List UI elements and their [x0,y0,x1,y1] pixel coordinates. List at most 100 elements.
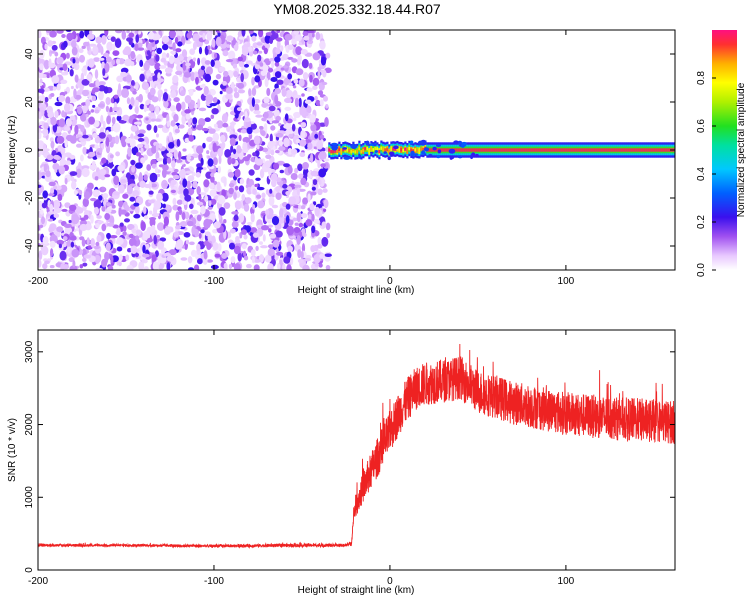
heatmap-cell [131,228,137,234]
heatmap-cell [87,110,91,115]
heatmap-cell [259,241,263,245]
heatmap-cell [149,217,156,227]
heatmap-cell [143,174,148,181]
heatmap-cell [116,75,124,83]
heatmap-cell [156,47,163,55]
heatmap-cell [244,63,249,68]
heatmap-cell [131,165,136,173]
heatmap-cell [228,187,234,195]
heatmap-cell [166,152,173,158]
heatmap-cell [302,197,309,205]
heatmap-cell [317,66,322,71]
heatmap-cell [79,30,85,39]
heatmap-cell [596,148,599,152]
heatmap-cell [406,149,409,153]
heatmap-cell [118,58,125,65]
heatmap-cell [306,30,315,34]
heatmap-cell [94,206,99,215]
heatmap-cell [370,147,373,151]
heatmap-cell [190,100,196,105]
heatmap-cell [155,143,159,153]
heatmap-cell [150,72,155,77]
heatmap-cell [293,227,301,233]
heatmap-cell [38,250,43,260]
heatmap-cell [572,148,575,152]
heatmap-cell [95,241,100,247]
heatmap-cell [143,266,149,270]
heatmap-cell [206,31,213,41]
heatmap-cell [204,60,211,65]
heatmap-cell [174,36,179,44]
heatmap-cell [302,31,309,37]
heatmap-cell [102,193,109,199]
heatmap-cell [508,148,511,152]
heatmap-cell [632,148,635,152]
heatmap-cell [49,265,55,269]
heatmap-cell [197,57,201,66]
heatmap-cell [334,149,337,153]
heatmap-cell [203,250,208,260]
heatmap-cell [315,99,321,106]
snr-y-ticks: 0 1000 2000 3000 [24,340,675,573]
heatmap-cell [227,171,235,178]
heatmap-cell [94,176,99,181]
heatmap-cell [183,232,191,238]
heatmap-cell [284,106,292,111]
heatmap-cell [330,150,333,154]
heatmap-cell [212,242,219,251]
heatmap-cell [96,215,102,219]
heatmap-cell [218,66,226,72]
heatmap-cell [296,57,301,66]
heatmap-cell [330,142,338,146]
heatmap-cell [86,33,95,40]
heatmap-cell [273,162,280,170]
heatmap-cell [70,241,75,248]
heatmap-cell [251,35,257,42]
heatmap-cell [114,135,120,145]
heatmap-cell [190,249,197,257]
heatmap-cell [56,83,61,91]
heatmap-cell [308,32,312,42]
heatmap-cell [294,184,302,189]
heatmap-cell [150,183,158,188]
heatmap-cell [168,55,175,64]
y-tick-label: 40 [24,48,35,60]
heatmap-cell [159,65,167,69]
heatmap-cell [188,134,194,142]
heatmap-cell [285,215,290,224]
heatmap-cell [69,115,76,121]
heatmap-cell [320,56,327,66]
heatmap-cell [114,38,122,49]
heatmap-cell [256,186,265,191]
heatmap-cell [217,195,226,205]
heatmap-cell [71,46,78,56]
heatmap-cell [163,252,171,257]
heatmap-cell [128,237,137,247]
heatmap-cell [374,146,377,151]
heatmap-cell [106,41,113,52]
heatmap-cell [338,147,341,151]
heatmap-cell [208,182,215,190]
heatmap-cell [668,148,671,152]
heatmap-cell [212,97,218,103]
heatmap-cell [50,50,56,54]
heatmap-cell [143,103,147,113]
heatmap-cell [133,248,140,253]
heatmap-cell [300,49,308,55]
heatmap-cell [267,141,274,149]
heatmap-cell [101,157,107,164]
heatmap-cell [271,216,280,226]
heatmap-cell [204,73,212,83]
heatmap-cell [658,148,661,152]
heatmap-cell [251,87,257,96]
heatmap-cell [120,71,128,78]
heatmap-cell [82,262,88,267]
heatmap-cell [320,134,325,140]
heatmap-cell [47,40,53,47]
heatmap-cell [392,147,395,151]
heatmap-cell [215,36,222,47]
heatmap-cell [119,222,124,227]
heatmap-cell [646,148,649,152]
heatmap-cell [312,179,318,186]
heatmap-cell [276,79,284,85]
